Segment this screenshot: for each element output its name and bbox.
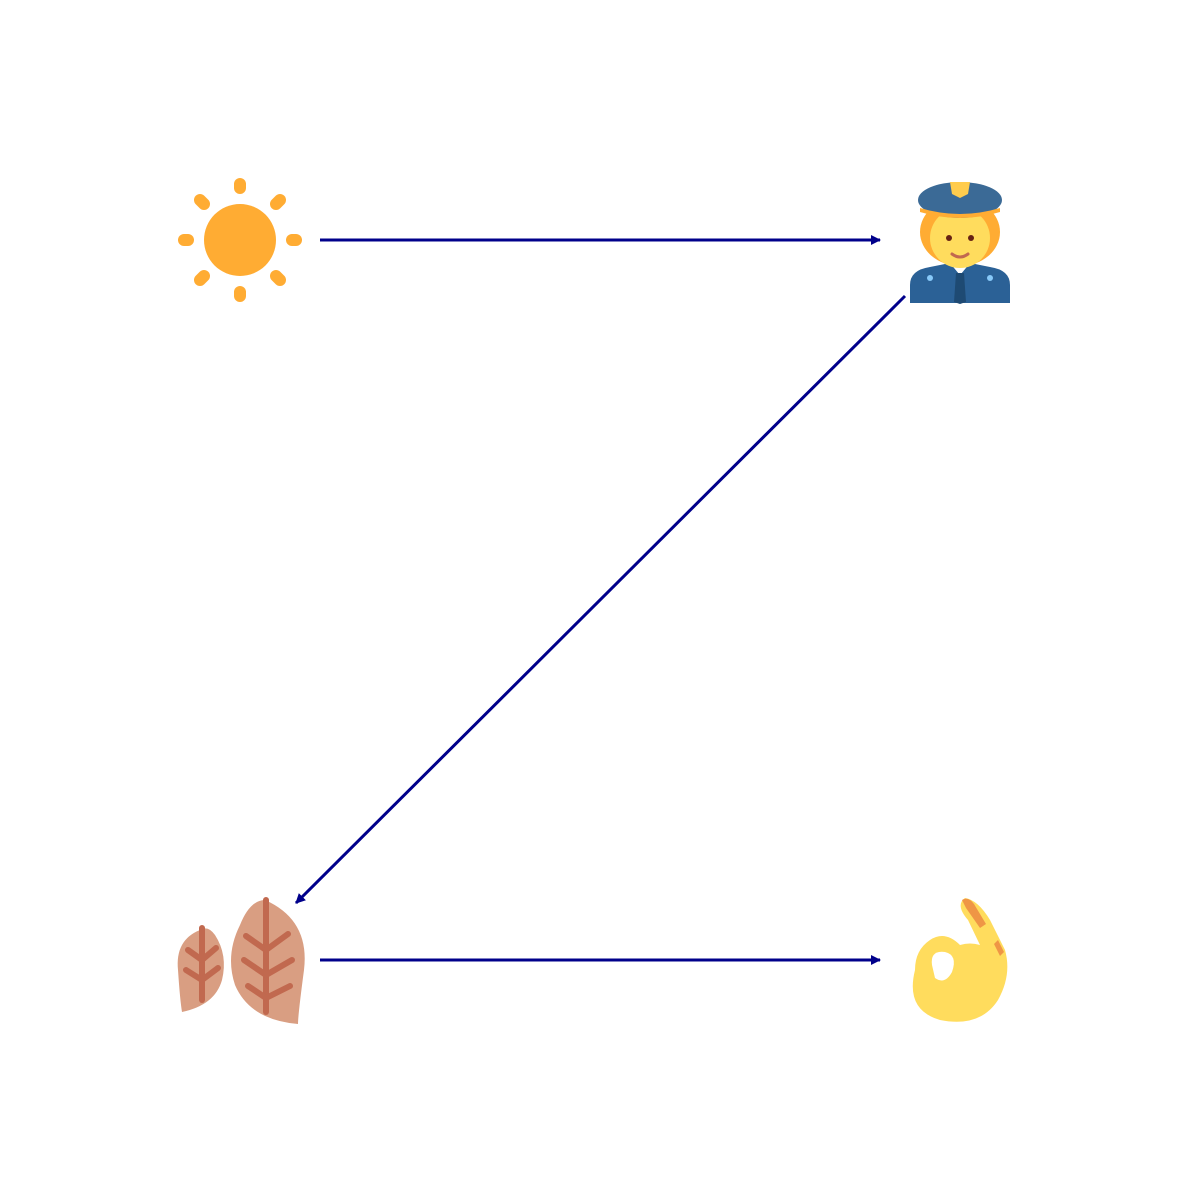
- lungs-icon: [177, 897, 305, 1024]
- police-officer-icon: [910, 182, 1010, 304]
- edges: [294, 235, 907, 965]
- sun-icon: [178, 178, 302, 302]
- ok-hand-icon: [912, 898, 1008, 1022]
- edge-police-to-lungs: [294, 294, 907, 905]
